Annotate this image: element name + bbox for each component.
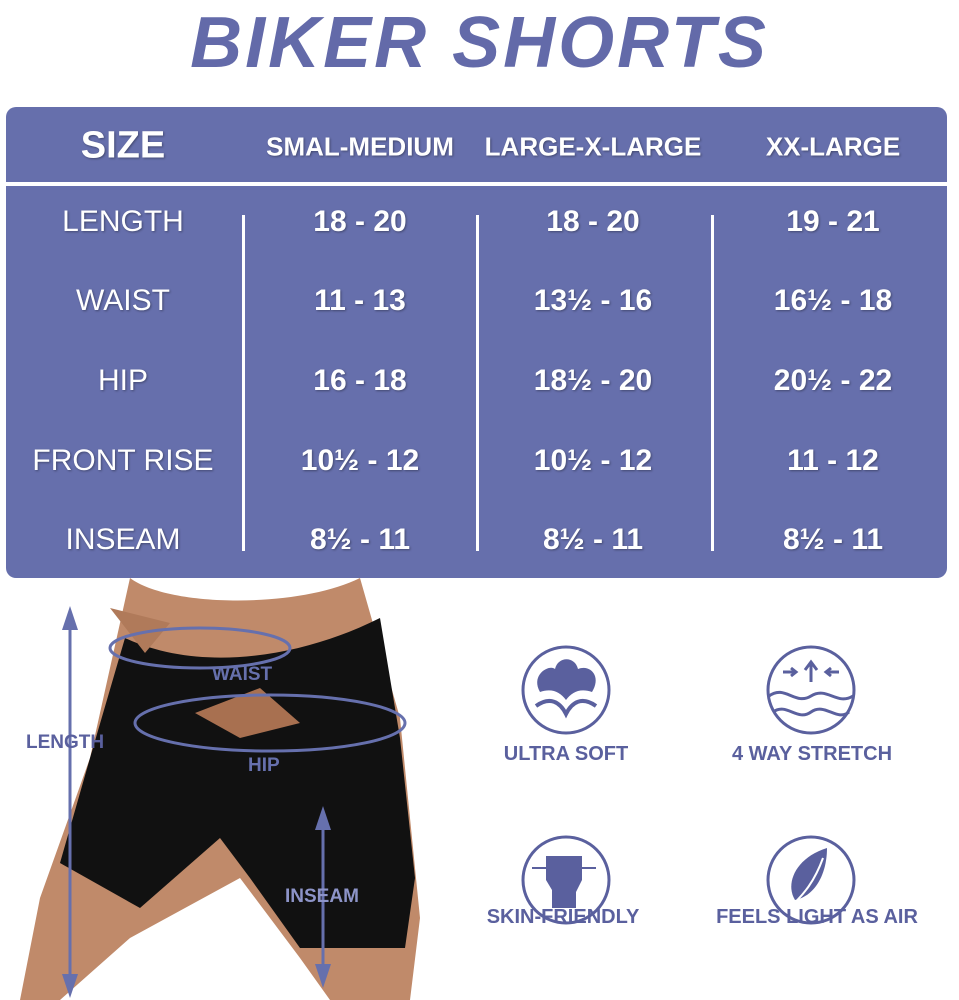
- table-cell: 10½ - 12: [533, 444, 653, 477]
- hip-ring: [133, 693, 407, 753]
- table-cell: 18½ - 20: [533, 364, 653, 397]
- table-cell: 16½ - 18: [773, 284, 893, 317]
- waist-ring: [108, 626, 292, 670]
- waist-label: WAIST: [212, 664, 273, 685]
- feather-icon: [766, 835, 856, 925]
- left-hand: [110, 608, 170, 653]
- inseam-label: INSEAM: [285, 886, 359, 907]
- model-diagram: [20, 578, 420, 1000]
- row-label: WAIST: [76, 284, 170, 317]
- column-divider: [476, 215, 479, 551]
- page-title: BIKER SHORTS: [190, 3, 769, 83]
- table-cell: 11 - 12: [787, 444, 879, 477]
- length-label: LENGTH: [26, 732, 105, 753]
- column-divider: [711, 215, 714, 551]
- right-hand: [195, 688, 300, 738]
- hip-label: HIP: [248, 755, 280, 776]
- stretch-icon: [766, 645, 856, 735]
- column-header: SMAL-MEDIUM: [266, 131, 454, 162]
- column-header: LARGE-X-LARGE: [484, 131, 702, 162]
- cotton-icon: [521, 645, 611, 735]
- feature-label: ULTRA SOFT: [503, 743, 629, 765]
- fist-icon: [521, 835, 611, 925]
- table-cell: 18 - 20: [313, 205, 407, 238]
- table-cell: 13½ - 16: [533, 284, 653, 317]
- table-cell: 18 - 20: [546, 205, 640, 238]
- feature-label: FEELS LIGHT AS AIR: [716, 906, 918, 928]
- table-cell: 20½ - 22: [773, 364, 893, 397]
- feature-label: SKIN-FRIENDLY: [486, 906, 640, 928]
- table-cell: 10½ - 12: [300, 444, 420, 477]
- column-header: XX-LARGE: [765, 131, 901, 162]
- row-label: LENGTH: [62, 205, 184, 238]
- row-label: HIP: [97, 364, 148, 397]
- header-divider: [6, 182, 947, 186]
- table-cell: 8½ - 11: [309, 523, 411, 556]
- size-header: SIZE: [80, 124, 166, 167]
- row-label: INSEAM: [65, 523, 181, 556]
- table-cell: 8½ - 11: [782, 523, 884, 556]
- table-cell: 16 - 18: [313, 364, 407, 397]
- shorts: [60, 618, 415, 948]
- column-divider: [242, 215, 245, 551]
- table-cell: 11 - 13: [314, 284, 406, 317]
- row-label: FRONT RISE: [32, 444, 214, 477]
- table-cell: 19 - 21: [786, 205, 880, 238]
- table-cell: 8½ - 11: [542, 523, 644, 556]
- feature-label: 4 WAY STRETCH: [731, 743, 893, 765]
